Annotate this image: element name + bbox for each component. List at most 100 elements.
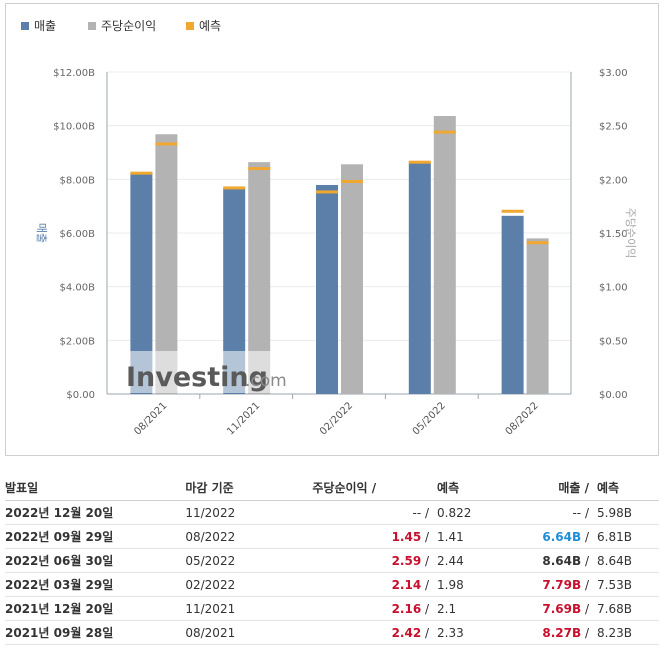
watermark-logo: Investing: [126, 362, 268, 393]
revenue-forecast-marker: [408, 160, 431, 164]
revenue-forecast-cell: 7.53B: [589, 572, 659, 597]
table-row: 2021년 12월 20일 11/2021 2.16 /2.1 7.69B /7.68…: [5, 596, 659, 621]
table-row: 2022년 03월 29일 02/2022 2.14 /1.98 7.79B /7.5…: [5, 572, 659, 597]
legend-revenue-label: 매출: [34, 19, 57, 33]
legend-forecast[interactable]: 예측: [186, 17, 221, 34]
earnings-release-table: 발표일 마감 기준 주당순이익 / 예측 매출 / 예측 2022년 12월 2…: [5, 474, 659, 645]
legend-eps[interactable]: 주당순이익: [88, 17, 156, 34]
eps-forecast-cell: 2.44: [429, 548, 506, 573]
eps-forecast-marker: [155, 142, 178, 146]
separator-slash: /: [581, 529, 589, 544]
eps-bar: [341, 164, 363, 394]
separator-slash: /: [421, 529, 430, 544]
period-end-cell: 08/2022: [185, 524, 313, 549]
release-date-cell: 2022년 12월 20일: [5, 500, 186, 525]
watermark-backdrop: [124, 351, 278, 393]
separator-slash: /: [421, 577, 430, 592]
eps-forecast-cell: 0.822: [429, 500, 506, 525]
revenue-actual-cell: 6.64B /: [505, 524, 589, 549]
revenue-actual-cell: 7.69B /: [505, 596, 589, 621]
eps-actual-cell: 1.45 /: [312, 524, 430, 549]
y-right-tick-label: $1.50: [599, 229, 628, 240]
period-end-cell: 02/2022: [185, 572, 313, 597]
table-row: 2022년 12월 20일 11/2022 -- /0.822 -- /5.98B: [5, 500, 659, 525]
separator-slash: /: [581, 601, 589, 616]
table-row: 2021년 09월 28일 08/2021 2.42 /2.33 8.27B /8.2…: [5, 620, 659, 645]
eps-bar: [248, 162, 271, 394]
x-tick-label: 08/2022: [504, 400, 541, 437]
y-left-tick-label: $12.00B: [53, 68, 95, 79]
separator-slash: /: [581, 625, 589, 640]
header-eps-forecast: 예측: [429, 474, 506, 501]
revenue-forecast-marker: [316, 190, 338, 194]
header-revenue: 매출 /: [505, 474, 589, 501]
x-tick-label: 08/2021: [132, 400, 169, 437]
y-left-tick-label: $8.00B: [60, 175, 96, 186]
legend-forecast-label: 예측: [199, 19, 222, 33]
revenue-bar: [408, 162, 431, 394]
table-body: 2022년 12월 20일 11/2022 -- /0.822 -- /5.98B 20…: [5, 500, 659, 645]
release-date-cell: 2022년 09월 29일: [5, 524, 186, 549]
release-date-cell: 2021년 12월 20일: [5, 596, 186, 621]
revenue-forecast-cell: 5.98B: [589, 500, 659, 525]
table-header-row: 발표일 마감 기준 주당순이익 / 예측 매출 / 예측: [5, 474, 659, 501]
revenue-bar: [130, 172, 153, 394]
revenue-actual-cell-value: 8.27B: [542, 625, 582, 640]
period-end-cell: 11/2022: [185, 500, 313, 525]
eps-forecast-cell: 2.1: [429, 596, 506, 621]
revenue-bar: [223, 187, 246, 394]
eps-bar: [155, 134, 178, 394]
y-right-tick-label: $0.00: [599, 390, 628, 401]
x-tick-label: 11/2021: [225, 400, 262, 437]
revenue-actual-cell-value: --: [572, 505, 582, 520]
revenue-actual-cell: 7.79B /: [505, 572, 589, 597]
eps-actual-cell: -- /: [312, 500, 430, 525]
eps-actual-cell-value: 2.59: [391, 553, 422, 568]
eps-forecast-cell: 2.33: [429, 620, 506, 645]
y-left-tick-label: $2.00B: [60, 336, 96, 347]
revenue-actual-cell: -- /: [505, 500, 589, 525]
eps-forecast-cell: 1.98: [429, 572, 506, 597]
revenue-actual-cell-value: 6.64B: [542, 529, 582, 544]
y-right-axis-title: 주당순이익: [624, 208, 637, 259]
revenue-actual-cell-value: 7.69B: [542, 601, 582, 616]
y-left-axis-title: 매출: [35, 223, 48, 243]
eps-actual-cell: 2.14 /: [312, 572, 430, 597]
revenue-forecast-cell: 8.23B: [589, 620, 659, 645]
legend-revenue-swatch: [21, 21, 29, 30]
y-right-tick-label: $3.00: [599, 68, 628, 79]
legend-eps-label: 주당순이익: [101, 19, 157, 33]
y-right-tick-label: $0.50: [599, 336, 628, 347]
period-end-cell: 05/2022: [185, 548, 313, 573]
y-right-tick-label: $1.00: [599, 283, 628, 294]
eps-actual-cell-value: 2.42: [391, 625, 422, 640]
eps-actual-cell-value: 2.16: [391, 601, 422, 616]
separator-slash: /: [421, 553, 430, 568]
eps-forecast-marker: [248, 167, 271, 171]
eps-bar: [433, 116, 456, 395]
legend-revenue[interactable]: 매출: [21, 17, 56, 34]
revenue-actual-cell: 8.64B /: [505, 548, 589, 573]
eps-actual-cell-value: 2.14: [391, 577, 422, 592]
release-date-cell: 2022년 03월 29일: [5, 572, 186, 597]
header-release-date: 발표일: [5, 474, 186, 501]
header-eps: 주당순이익 /: [312, 474, 430, 501]
revenue-actual-cell-value: 8.64B: [542, 553, 582, 568]
revenue-forecast-marker: [130, 171, 153, 175]
earnings-chart: $0.00 $0.00 $2.00B $0.50 $4.00B $1.00 $6.00B $1…: [35, 68, 637, 437]
eps-bar: [526, 238, 549, 394]
separator-slash: /: [421, 505, 430, 520]
period-end-cell: 11/2021: [185, 596, 313, 621]
separator-slash: /: [421, 625, 430, 640]
revenue-forecast-marker: [223, 186, 246, 190]
header-revenue-forecast: 예측: [589, 474, 659, 501]
legend-eps-swatch: [88, 21, 96, 30]
separator-slash: /: [581, 577, 589, 592]
header-period-end: 마감 기준: [185, 474, 313, 501]
watermark-suffix: .com: [245, 371, 287, 391]
eps-actual-cell: 2.16 /: [312, 596, 430, 621]
y-left-tick-label: $0.00: [66, 390, 95, 401]
table-row: 2022년 09월 29일 08/2022 1.45 /1.41 6.64B /6.8…: [5, 524, 659, 549]
table-row: 2022년 06월 30일 05/2022 2.59 /2.44 8.64B /8.6…: [5, 548, 659, 573]
earnings-chart-panel: 매출 주당순이익 예측 $0.00 $0.00 $2.00B $0.50 $4.00B $…: [5, 3, 659, 456]
